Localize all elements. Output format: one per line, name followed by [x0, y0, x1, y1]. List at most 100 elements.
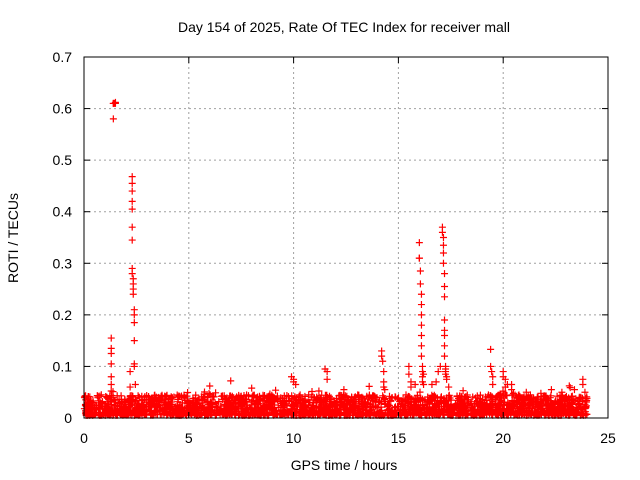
- data-point: [417, 311, 425, 319]
- data-point: [128, 270, 136, 278]
- data-point: [130, 337, 138, 345]
- data-point: [130, 360, 138, 368]
- data-point: [381, 386, 389, 394]
- y-tick-label: 0.1: [53, 358, 73, 374]
- data-point: [130, 311, 138, 319]
- data-point: [487, 345, 495, 353]
- data-point: [340, 386, 348, 394]
- data-point: [129, 290, 137, 298]
- data-point: [441, 282, 449, 290]
- data-point: [378, 352, 386, 360]
- data-point: [130, 319, 138, 327]
- y-tick-label: 0.2: [53, 307, 73, 323]
- data-point: [434, 368, 442, 376]
- data-point: [107, 334, 115, 342]
- y-axis-ticks: 0 0.1 0.2 0.3 0.4 0.5 0.6 0.7: [53, 49, 608, 426]
- data-point: [128, 179, 136, 187]
- data-point: [109, 115, 117, 123]
- data-point: [445, 383, 453, 391]
- data-point: [417, 342, 425, 350]
- x-tick-label: 20: [495, 430, 511, 446]
- data-point: [417, 331, 425, 339]
- data-point: [441, 316, 449, 324]
- data-point: [131, 380, 139, 388]
- y-tick-label: 0.6: [53, 101, 73, 117]
- data-points: [107, 98, 589, 396]
- data-point: [432, 378, 440, 386]
- data-point: [417, 352, 425, 360]
- data-point: [417, 301, 425, 309]
- data-point: [405, 362, 413, 370]
- data-point: [128, 187, 136, 195]
- data-point: [501, 375, 509, 383]
- data-point: [126, 383, 134, 391]
- data-point: [415, 254, 423, 262]
- data-point: [416, 280, 424, 288]
- data-point: [487, 362, 495, 370]
- data-point: [416, 267, 424, 275]
- data-point: [441, 331, 449, 339]
- data-point: [441, 270, 449, 278]
- data-point: [128, 236, 136, 244]
- data-point: [107, 373, 115, 381]
- data-point: [126, 368, 134, 376]
- baseline-noise: [80, 382, 591, 419]
- data-point: [227, 377, 235, 385]
- data-point: [111, 98, 119, 106]
- data-point: [379, 357, 387, 365]
- data-point: [292, 380, 300, 388]
- data-point: [438, 228, 446, 236]
- chart-title: Day 154 of 2025, Rate Of TEC Index for r…: [178, 19, 510, 35]
- data-point: [441, 352, 449, 360]
- data-point: [107, 380, 115, 388]
- y-tick-label: 0.5: [53, 152, 73, 168]
- data-point: [547, 386, 555, 394]
- data-point: [420, 380, 428, 388]
- x-tick-label: 15: [391, 430, 407, 446]
- data-point: [558, 388, 566, 396]
- baseline-points: [80, 382, 591, 419]
- data-point: [439, 249, 447, 257]
- data-point: [405, 370, 413, 378]
- data-point: [489, 373, 497, 381]
- y-tick-label: 0.7: [53, 49, 73, 65]
- data-point: [290, 375, 298, 383]
- data-point: [323, 375, 331, 383]
- data-point: [428, 380, 436, 388]
- x-tick-label: 25: [600, 430, 616, 446]
- data-point: [107, 360, 115, 368]
- data-point: [107, 350, 115, 358]
- data-point: [380, 368, 388, 376]
- data-point: [128, 223, 136, 231]
- data-point: [443, 375, 451, 383]
- data-point: [128, 197, 136, 205]
- data-point: [417, 290, 425, 298]
- data-point: [206, 382, 214, 390]
- data-point: [579, 380, 587, 388]
- data-point: [570, 386, 578, 394]
- y-tick-label: 0.4: [53, 204, 73, 220]
- y-axis-label: ROTI / TECUs: [5, 193, 21, 283]
- data-point: [439, 234, 447, 241]
- data-point: [248, 384, 256, 392]
- data-point: [441, 342, 449, 350]
- data-point: [417, 321, 425, 329]
- data-point: [411, 380, 419, 388]
- data-point: [128, 205, 136, 213]
- data-point: [407, 383, 415, 391]
- plot-frame: [83, 56, 609, 419]
- data-point: [439, 241, 447, 249]
- x-tick-label: 5: [185, 430, 193, 446]
- x-tick-label: 0: [80, 430, 88, 446]
- x-axis-label: GPS time / hours: [291, 457, 398, 473]
- x-tick-label: 10: [286, 430, 302, 446]
- x-axis-ticks: 0 5 10 15 20 25: [80, 57, 616, 446]
- data-point: [439, 259, 447, 267]
- data-point: [441, 293, 449, 301]
- data-point: [415, 239, 423, 247]
- data-point: [581, 388, 589, 396]
- y-tick-label: 0.3: [53, 255, 73, 271]
- data-point: [420, 370, 428, 378]
- data-point: [489, 380, 497, 388]
